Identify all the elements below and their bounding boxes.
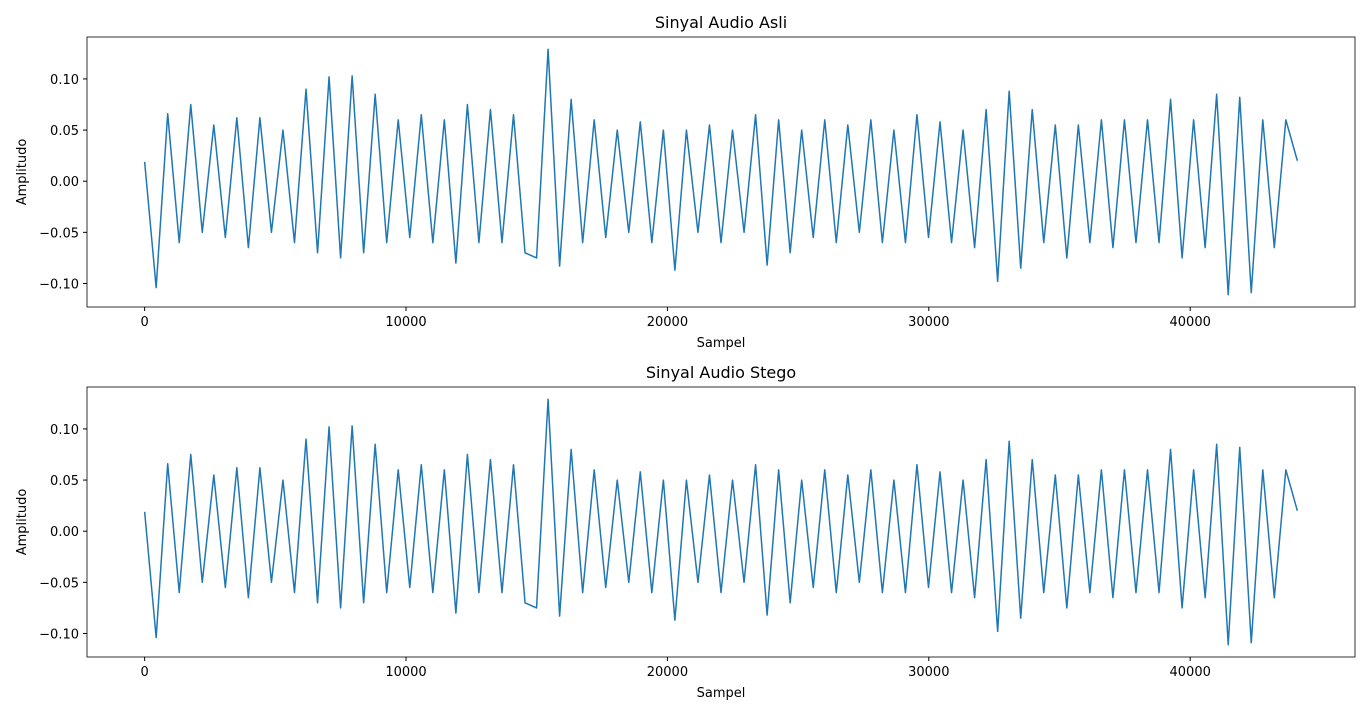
y-tick-label: 0.05: [50, 124, 79, 139]
x-tick-label: 0: [140, 665, 148, 680]
x-tick-label: 30000: [908, 315, 949, 330]
x-tick-label: 40000: [1170, 665, 1211, 680]
y-axis-label: Amplitudo: [15, 139, 30, 206]
axes-frame: [86, 386, 1356, 658]
x-tick-label: 10000: [385, 665, 426, 680]
axes-frame: [86, 36, 1356, 308]
y-tick-label: 0.00: [50, 175, 79, 190]
y-axis-label: Amplitudo: [15, 489, 30, 556]
x-tick-label: 20000: [647, 665, 688, 680]
y-tick-label: −0.05: [39, 226, 79, 241]
x-tick-label: 10000: [385, 315, 426, 330]
y-tick-label: 0.10: [50, 73, 79, 88]
x-axis-label: Sampel: [697, 336, 746, 351]
y-tick-label: −0.10: [39, 627, 79, 642]
y-tick-label: −0.10: [39, 277, 79, 292]
chart-title: Sinyal Audio Asli: [655, 13, 787, 32]
signal-line: [143, 48, 1299, 296]
x-tick-label: 20000: [647, 315, 688, 330]
signal-line: [143, 398, 1299, 646]
y-tick-label: 0.05: [50, 474, 79, 489]
x-tick-label: 40000: [1170, 315, 1211, 330]
y-tick-label: 0.00: [50, 525, 79, 540]
y-tick-label: 0.10: [50, 423, 79, 438]
x-axis-label: Sampel: [697, 686, 746, 701]
x-tick-label: 0: [140, 315, 148, 330]
chart-title: Sinyal Audio Stego: [646, 363, 796, 382]
y-tick-label: −0.05: [39, 576, 79, 591]
x-tick-label: 30000: [908, 665, 949, 680]
